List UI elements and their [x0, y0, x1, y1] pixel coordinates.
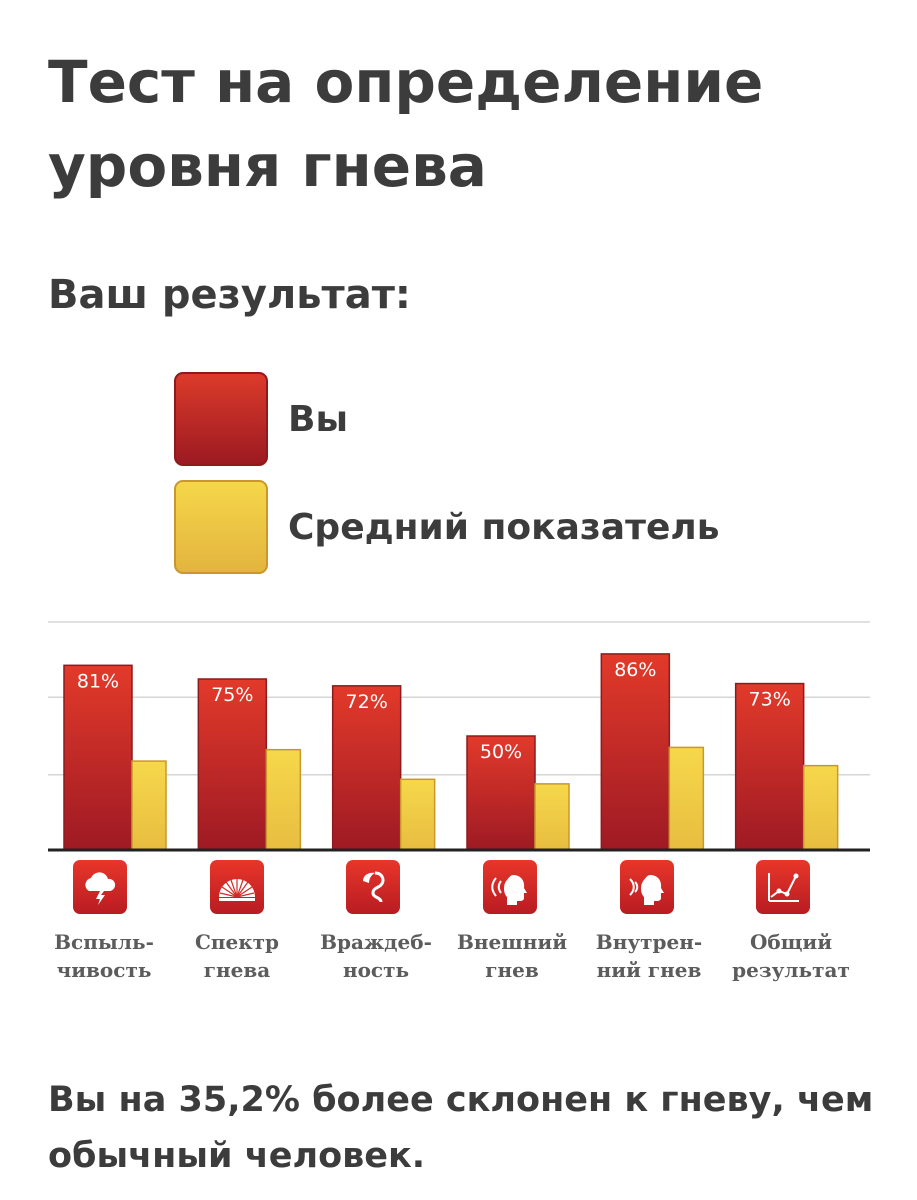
bar-average: [668, 746, 705, 851]
bar-value-label: 72%: [346, 691, 388, 713]
bar-average: [802, 764, 839, 851]
page-title: Тест на определение уровня гнева: [48, 48, 764, 200]
storm-cloud-icon: [73, 860, 127, 914]
head-sound-out-icon: [483, 860, 537, 914]
summary-text: Вы на 35,2% более склонен к гневу, чем о…: [48, 1080, 874, 1176]
legend-label-you: Вы: [288, 398, 348, 440]
bar-chart: 81% 75% 72% 50% 86% 73%: [48, 621, 870, 852]
legend-item-average: Средний показатель: [174, 480, 720, 574]
bar-you: [197, 678, 268, 851]
bar-value-label: 81%: [77, 670, 119, 692]
line-graph-icon: [756, 860, 810, 914]
bar-you: [600, 653, 671, 851]
bar-average: [534, 783, 570, 851]
legend-item-you: Вы: [174, 372, 348, 466]
category-label: Спектр гнева: [194, 930, 280, 982]
bar-average: [265, 748, 302, 851]
cobra-icon: [346, 860, 400, 914]
head-sound-in-icon: [620, 860, 674, 914]
legend-swatch-you: [174, 372, 268, 466]
category-label: Враждеб- ность: [320, 930, 432, 982]
legend-label-average: Средний показатель: [288, 506, 720, 548]
bar-value-label: 86%: [614, 659, 656, 681]
legend-swatch-average: [174, 480, 268, 574]
bar-average: [131, 760, 167, 851]
category-label: Вспыль- чивость: [54, 930, 154, 982]
bar-you: [466, 735, 536, 851]
result-heading: Ваш результат:: [48, 272, 411, 318]
bar-you: [331, 685, 402, 851]
bar-you: [63, 664, 133, 851]
bar-average: [399, 778, 436, 851]
bar-value-label: 75%: [211, 684, 253, 706]
bar-value-label: 50%: [480, 741, 522, 763]
category-label: Внешний гнев: [456, 930, 568, 982]
bar-value-label: 73%: [749, 689, 791, 711]
category-label: Общий результат: [732, 930, 850, 982]
category-label: Внутрен- ний гнев: [595, 930, 703, 982]
spectrum-fan-icon: [210, 860, 264, 914]
